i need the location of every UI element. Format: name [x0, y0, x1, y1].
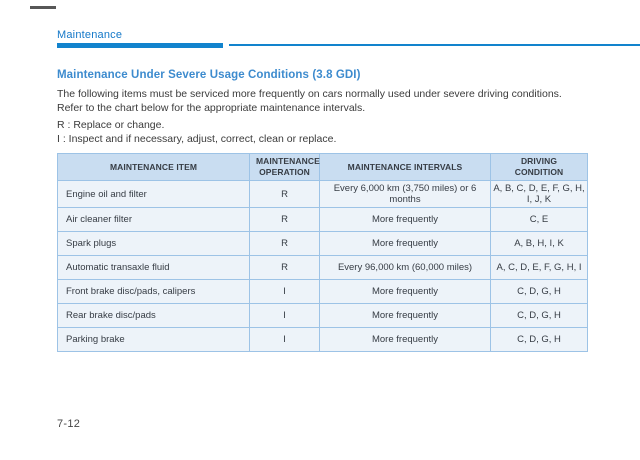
cell-condition: C, D, G, H — [490, 303, 588, 328]
column-header-intervals: MAINTENANCE INTERVALS — [319, 153, 491, 181]
cell-interval: Every 6,000 km (3,750 miles) or 6 months — [319, 180, 491, 208]
page-number: 7-12 — [57, 418, 81, 430]
cell-condition: A, B, H, I, K — [490, 231, 588, 256]
cell-condition: C, D, G, H — [490, 279, 588, 304]
cell-condition: C, D, G, H — [490, 327, 588, 352]
cell-item: Automatic transaxle fluid — [57, 255, 250, 280]
cell-operation: R — [249, 180, 320, 208]
page-artifact — [30, 6, 56, 9]
cell-operation: I — [249, 327, 320, 352]
cell-condition: A, C, D, E, F, G, H, I — [490, 255, 588, 280]
cell-item: Air cleaner filter — [57, 207, 250, 232]
cell-operation: I — [249, 303, 320, 328]
running-header: Maintenance — [57, 29, 123, 41]
cell-operation: I — [249, 279, 320, 304]
cell-interval: More frequently — [319, 279, 491, 304]
table-row: Rear brake disc/pads I More frequently C, D… — [57, 303, 588, 328]
legend-replace: R : Replace or change. — [57, 119, 165, 131]
cell-item: Engine oil and filter — [57, 180, 250, 208]
cell-condition: A, B, C, D, E, F, G, H, I, J, K — [490, 180, 588, 208]
cell-condition: C, E — [490, 207, 588, 232]
legend: R : Replace or change. I : Inspect and i… — [57, 118, 587, 146]
cell-item: Rear brake disc/pads — [57, 303, 250, 328]
maintenance-table: MAINTENANCE ITEM MAINTENANCE OPERATION M… — [57, 153, 588, 352]
table-header-row: MAINTENANCE ITEM MAINTENANCE OPERATION M… — [57, 153, 588, 181]
cell-interval: More frequently — [319, 327, 491, 352]
header-rule-line — [229, 44, 640, 46]
table-row: Parking brake I More frequently C, D, G, H — [57, 327, 588, 352]
table-row: Spark plugs R More frequently A, B, H, I, K — [57, 231, 588, 256]
table-row: Front brake disc/pads, calipers I More fre… — [57, 279, 588, 304]
table-row: Automatic transaxle fluid R Every 96,000 k… — [57, 255, 588, 280]
cell-interval: Every 96,000 km (60,000 miles) — [319, 255, 491, 280]
cell-operation: R — [249, 231, 320, 256]
column-header-item: MAINTENANCE ITEM — [57, 153, 250, 181]
table-row: Engine oil and filter R Every 6,000 km (3,… — [57, 180, 588, 208]
cell-operation: R — [249, 207, 320, 232]
column-header-condition: DRIVING CONDITION — [490, 153, 588, 181]
legend-inspect: I : Inspect and if necessary, adjust, co… — [57, 133, 337, 145]
cell-interval: More frequently — [319, 207, 491, 232]
header-accent-bar — [57, 43, 223, 48]
cell-item: Spark plugs — [57, 231, 250, 256]
cell-item: Front brake disc/pads, calipers — [57, 279, 250, 304]
table-row: Air cleaner filter R More frequently C, E — [57, 207, 588, 232]
cell-item: Parking brake — [57, 327, 250, 352]
page-content: Maintenance Under Severe Usage Condition… — [57, 69, 588, 352]
cell-interval: More frequently — [319, 303, 491, 328]
cell-interval: More frequently — [319, 231, 491, 256]
cell-operation: R — [249, 255, 320, 280]
section-title: Maintenance Under Severe Usage Condition… — [57, 69, 361, 81]
intro-paragraph: The following items must be serviced mor… — [57, 88, 562, 114]
column-header-operation: MAINTENANCE OPERATION — [249, 153, 320, 181]
